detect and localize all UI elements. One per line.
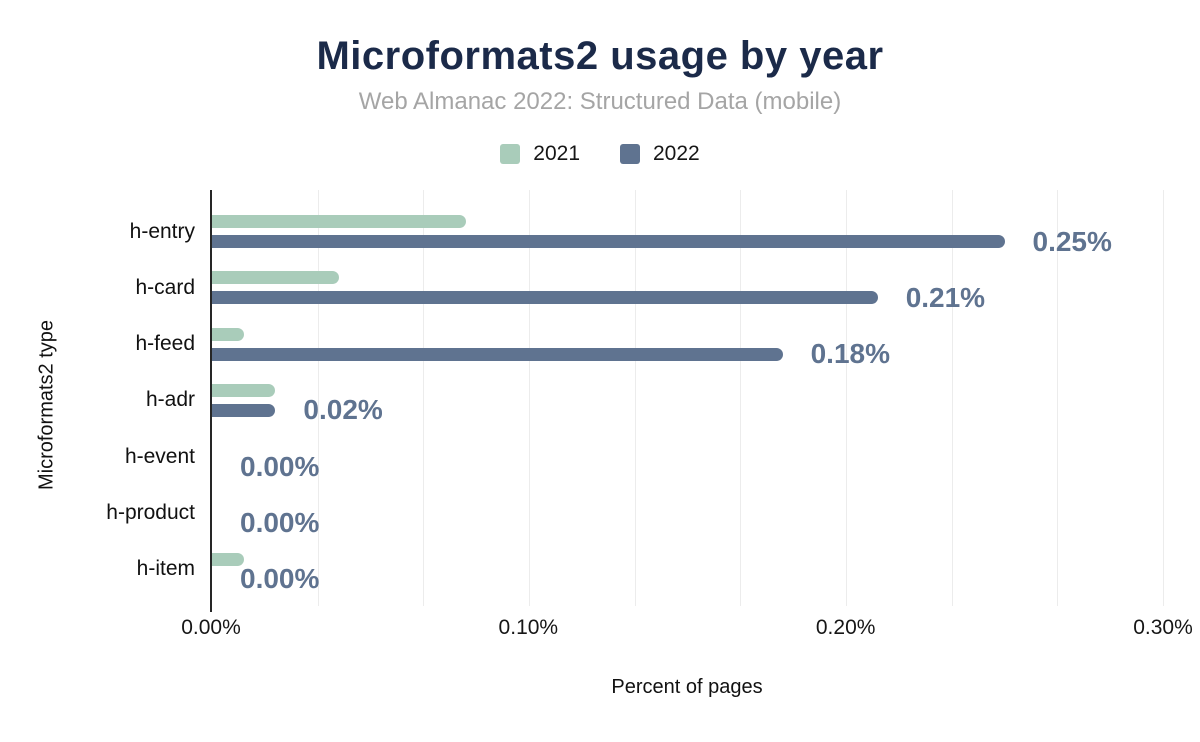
x-tick-label: 0.30% (1133, 616, 1193, 639)
legend-swatch-2022 (620, 144, 640, 164)
y-axis-line (210, 190, 212, 612)
category-labels: h-entry h-card h-feed h-adr h-event h-product… (0, 190, 203, 606)
legend-label-2021: 2021 (533, 142, 580, 165)
gridline (634, 190, 636, 606)
bar-2021-h-item (212, 552, 244, 566)
gridline (1057, 190, 1059, 606)
category-label-h-adr: h-adr (145, 388, 195, 412)
gridline (1163, 190, 1164, 606)
data-label-h-entry: 0.25% (1032, 225, 1112, 257)
bar-2022-h-feed (212, 347, 783, 361)
legend-item-2022: 2022 (620, 142, 700, 166)
legend: 2021 2022 (0, 142, 1200, 166)
category-label-h-feed: h-feed (135, 332, 195, 356)
x-tick-label: 0.00% (181, 616, 241, 639)
data-label-h-card: 0.21% (905, 281, 986, 313)
bar-2021-h-adr (212, 383, 276, 397)
legend-swatch-2021 (500, 144, 521, 164)
gridline (845, 190, 847, 606)
gridline (528, 190, 530, 606)
category-label-h-event: h-event (124, 444, 195, 468)
category-label-h-product: h-product (106, 501, 195, 524)
data-label-h-item: 0.00% (240, 563, 320, 595)
bar-2021-h-card (212, 271, 339, 285)
plot-area: 0.25% 0.21% 0.18% 0.02% 0.00% 0.00% 0.00% (212, 190, 1164, 606)
category-label-h-item: h-item (136, 557, 195, 581)
data-label-h-feed: 0.18% (810, 338, 890, 370)
bar-2022-h-entry (212, 235, 1005, 248)
category-label-h-card: h-card (135, 275, 195, 299)
gridline (317, 190, 319, 606)
bar-2021-h-feed (212, 327, 244, 341)
bar-2022-h-card (212, 291, 878, 305)
legend-item-2021: 2021 (500, 142, 580, 166)
gridline (423, 190, 425, 606)
x-axis-title: Percent of pages (611, 676, 763, 698)
chart-title: Microformats2 usage by year (316, 34, 884, 78)
gridline (740, 190, 742, 606)
x-axis-ticks: 0.00% 0.10% 0.20% 0.30% (181, 616, 1193, 642)
category-label-h-entry: h-entry (129, 219, 195, 243)
legend-label-2022: 2022 (653, 142, 700, 165)
bar-2022-h-adr (212, 403, 276, 417)
x-tick-label: 0.10% (498, 616, 559, 639)
chart-subtitle: Web Almanac 2022: Structured Data (mobil… (358, 88, 842, 115)
bar-2021-h-entry (212, 215, 466, 228)
x-tick-label: 0.20% (815, 616, 876, 639)
gridline (951, 190, 953, 606)
data-label-h-event: 0.00% (240, 450, 320, 482)
data-label-h-product: 0.00% (240, 507, 320, 538)
data-label-h-adr: 0.02% (303, 394, 383, 426)
